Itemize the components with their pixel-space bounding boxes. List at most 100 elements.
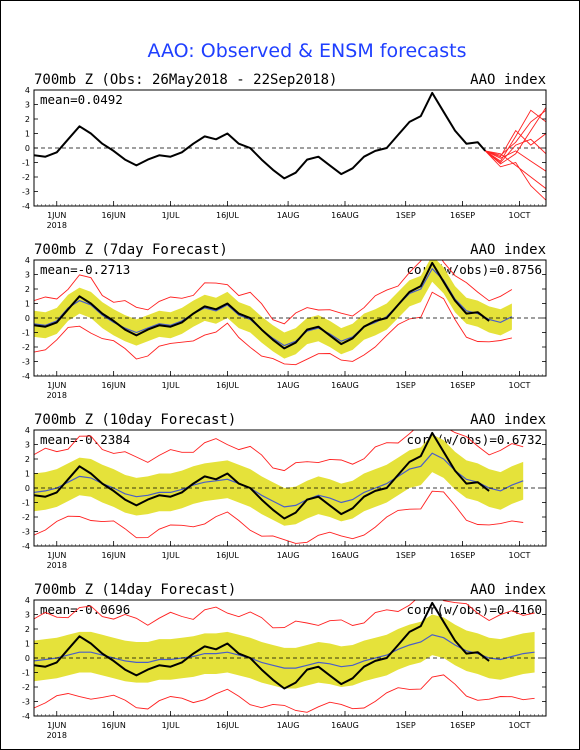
x-tick-label: 16JUL [216, 211, 239, 220]
y-tick-label: -4 [22, 372, 30, 381]
x-tick-label: 1JUN [47, 211, 66, 220]
y-tick-label: 0 [25, 314, 30, 323]
panel-mean-label: mean=-0.2713 [40, 262, 130, 277]
x-year-label: 2018 [47, 221, 67, 230]
x-tick-label: 16SEP [450, 551, 475, 560]
x-tick-label: 1SEP [396, 211, 416, 220]
panel-corr-label: corr(w/obs)=0.4160 [407, 602, 542, 617]
x-tick-label: 1JUL [162, 211, 180, 220]
panel-1: 700mb Z (Obs: 26May2018 - 22Sep2018) AAO … [22, 72, 547, 230]
observed-line [34, 261, 490, 350]
panel-mean-label: mean=0.0492 [40, 92, 123, 107]
x-tick-label: 1OCT [509, 721, 531, 730]
plot-area [34, 260, 546, 366]
y-tick-label: 1 [25, 300, 30, 309]
x-tick-label: 1OCT [509, 211, 531, 220]
x-year-label: 2018 [47, 731, 67, 740]
x-tick-label: 16SEP [450, 721, 475, 730]
y-tick-label: -4 [22, 542, 30, 551]
x-tick-label: 1JUN [47, 381, 66, 390]
observed-line [34, 601, 490, 690]
y-tick-label: 0 [25, 144, 30, 153]
x-tick-label: 1JUL [162, 551, 180, 560]
x-tick-label: 1OCT [509, 381, 531, 390]
y-tick-label: 1 [25, 130, 30, 139]
observed-line [34, 431, 490, 520]
y-tick-label: 3 [25, 101, 30, 110]
spread-band [34, 614, 535, 689]
x-tick-label: 1JUN [47, 721, 66, 730]
plot-area [34, 430, 546, 544]
y-tick-label: -3 [22, 698, 30, 707]
x-tick-label: 16AUG [331, 551, 359, 560]
member-envelope-upper [34, 260, 513, 325]
y-tick-label: -1 [22, 329, 30, 338]
member-envelope-upper [34, 430, 524, 472]
forecast-member-line [485, 109, 546, 162]
x-tick-label: 1OCT [509, 551, 531, 560]
x-tick-label: 1AUG [277, 721, 300, 730]
ensemble-mean-line [34, 267, 513, 347]
x-year-label: 2018 [47, 391, 67, 400]
panel-2: 700mb Z (7day Forecast) AAO index mean=-0.… [22, 242, 547, 400]
x-tick-label: 1AUG [277, 551, 300, 560]
y-tick-label: -1 [22, 499, 30, 508]
panel-index-label: AAO index [470, 582, 546, 598]
y-tick-label: -3 [22, 188, 30, 197]
member-envelope-lower [34, 490, 524, 544]
y-tick-label: -3 [22, 358, 30, 367]
y-tick-label: 0 [25, 484, 30, 493]
panel-title: 700mb Z (Obs: 26May2018 - 22Sep2018) [34, 72, 337, 88]
spread-band [34, 434, 524, 526]
figure-title: AAO: Observed & ENSM forecasts [147, 40, 466, 62]
y-tick-label: 3 [25, 271, 30, 280]
y-tick-label: 3 [25, 441, 30, 450]
x-tick-label: 16JUL [216, 551, 239, 560]
y-tick-label: -2 [22, 343, 30, 352]
panel-title: 700mb Z (14day Forecast) [34, 582, 236, 598]
y-tick-label: 4 [25, 86, 30, 95]
y-tick-label: 2 [25, 455, 30, 464]
y-tick-label: 2 [25, 625, 30, 634]
x-tick-label: 1JUN [47, 551, 66, 560]
x-tick-label: 1SEP [396, 381, 416, 390]
panel-index-label: AAO index [470, 412, 546, 428]
y-tick-label: 3 [25, 611, 30, 620]
y-tick-label: 2 [25, 285, 30, 294]
panel-index-label: AAO index [470, 72, 546, 88]
y-tick-label: 1 [25, 640, 30, 649]
panel-3: 700mb Z (10day Forecast) AAO index mean=-0… [22, 412, 547, 570]
y-tick-label: 0 [25, 654, 30, 663]
y-tick-label: -4 [22, 202, 30, 211]
x-tick-label: 16JUL [216, 381, 239, 390]
x-tick-label: 16SEP [450, 211, 475, 220]
x-year-label: 2018 [47, 561, 67, 570]
member-envelope-upper [34, 600, 535, 629]
forecast-member-line [485, 150, 546, 189]
forecast-member-line [485, 150, 546, 172]
forecast-member-line [484, 150, 546, 201]
forecast-member-line [485, 107, 546, 165]
x-tick-label: 16AUG [331, 381, 359, 390]
panel-title: 700mb Z (10day Forecast) [34, 412, 236, 428]
x-tick-label: 1SEP [396, 551, 416, 560]
ensemble-mean-line [34, 452, 524, 508]
x-tick-label: 16JUN [101, 381, 125, 390]
y-tick-label: 2 [25, 115, 30, 124]
y-tick-label: 4 [25, 426, 30, 435]
y-tick-label: 1 [25, 470, 30, 479]
panel-mean-label: mean=-0.2384 [40, 432, 130, 447]
y-tick-label: 4 [25, 596, 30, 605]
x-tick-label: 16JUN [101, 721, 125, 730]
x-tick-label: 16JUN [101, 551, 125, 560]
panel-mean-label: mean=-0.0696 [40, 602, 130, 617]
member-envelope-lower [34, 674, 535, 713]
y-tick-label: -2 [22, 173, 30, 182]
forecast-member-line [485, 109, 546, 156]
y-tick-label: -2 [22, 683, 30, 692]
plot-area [34, 600, 546, 713]
member-envelope-lower [34, 291, 513, 366]
plot-area [34, 91, 546, 201]
